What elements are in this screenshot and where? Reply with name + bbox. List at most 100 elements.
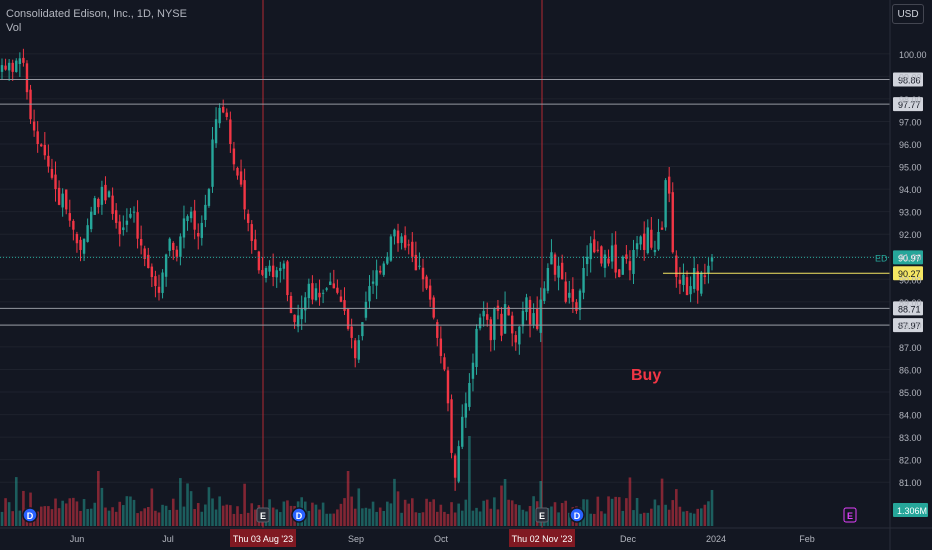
candle-body — [618, 269, 621, 278]
candle-body — [703, 275, 707, 278]
time-tick-label: 2024 — [706, 534, 726, 544]
volume-bar — [122, 505, 125, 526]
volume-bar — [368, 508, 371, 526]
volume-bar — [282, 501, 286, 526]
volume-bar — [553, 502, 557, 526]
candle-body — [621, 256, 625, 275]
candle-body — [378, 270, 382, 273]
volume-bar — [493, 497, 496, 526]
candle-body — [457, 446, 460, 482]
candle-body — [560, 262, 564, 280]
candle-body — [25, 63, 29, 93]
volume-bar — [179, 478, 182, 526]
price-tick-label: 93.00 — [899, 208, 922, 218]
candle-body — [660, 227, 664, 230]
time-tick-label: Dec — [620, 534, 637, 544]
candle-body — [475, 328, 478, 368]
candle-body — [250, 224, 253, 241]
time-marker-label: Thu 03 Aug '23 — [233, 534, 293, 544]
candle-body — [689, 286, 692, 295]
volume-bar — [471, 510, 475, 526]
candle-body — [264, 268, 268, 278]
candle-body — [304, 297, 307, 311]
volume-bar — [104, 507, 107, 526]
volume-bar — [699, 508, 703, 526]
volume-bar — [667, 509, 671, 526]
time-tick-label: Feb — [799, 534, 815, 544]
volume-bar — [218, 496, 221, 526]
candle-body — [368, 286, 371, 302]
candle-body — [657, 231, 660, 250]
price-tag-label: 88.71 — [898, 304, 921, 314]
volume-bar — [457, 503, 460, 526]
time-tick-label: Jun — [70, 534, 85, 544]
candle-body — [710, 257, 714, 262]
volume-bars — [0, 436, 714, 526]
candle-body — [585, 256, 589, 265]
candle-body — [154, 276, 157, 287]
volume-bar — [111, 507, 114, 526]
candle-body — [7, 62, 11, 71]
volume-bar — [239, 513, 243, 526]
earnings-marker — [535, 507, 549, 523]
candle-body — [678, 279, 682, 284]
volume-bar — [532, 496, 535, 526]
candle-body — [321, 292, 325, 294]
volume-bar — [628, 477, 632, 526]
time-axis[interactable]: Jun Jul Thu 03 Aug '23 Sep Oct Thu 02 Nov '23… — [0, 527, 932, 547]
price-tick-label: 97.00 — [899, 117, 922, 127]
candle-body — [414, 254, 418, 271]
volume-bar — [453, 512, 457, 526]
price-tick-label: 92.00 — [899, 230, 922, 240]
candle-body — [168, 238, 171, 251]
volume-bar — [57, 508, 61, 526]
price-tag-label: 97.77 — [898, 100, 921, 110]
volume-bar — [411, 498, 414, 526]
candle-body — [578, 290, 582, 310]
candle-body — [428, 285, 432, 300]
candle-body — [432, 297, 435, 318]
volume-bar — [600, 511, 603, 526]
volume-bar — [353, 508, 357, 526]
volume-bar — [332, 513, 336, 526]
volume-bar — [596, 496, 600, 526]
volume-bar — [72, 497, 75, 526]
candle-body — [325, 288, 328, 290]
volume-bar — [64, 503, 68, 526]
horizontal-levels[interactable]: 98.86 97.77 ED 90.97 90.27 88.71 87.97 1.306M — [0, 72, 928, 517]
candle-body — [207, 189, 211, 206]
volume-bar — [196, 503, 200, 526]
candle-body — [197, 233, 200, 237]
candle-body — [336, 287, 339, 293]
volume-bar — [696, 508, 700, 526]
volume-bar — [4, 498, 7, 526]
volume-bar — [328, 513, 332, 526]
volume-bar — [50, 509, 54, 526]
volume-bar — [168, 509, 171, 526]
candle-body — [193, 210, 196, 230]
candle-body — [707, 265, 710, 274]
volume-bar — [675, 489, 678, 526]
currency-button[interactable]: USD — [892, 4, 924, 24]
candle-body — [607, 258, 610, 264]
volume-bar — [232, 513, 236, 526]
volume-bar — [336, 509, 339, 526]
volume-bar — [525, 511, 528, 526]
candle-body — [0, 65, 4, 72]
volume-bar — [650, 508, 653, 526]
candle-body — [639, 236, 642, 245]
price-axis[interactable]: 100.00 99.00 98.00 97.00 96.00 95.00 94.00 93.0… — [889, 0, 927, 550]
candle-body — [43, 144, 47, 156]
candle-body — [161, 272, 164, 293]
volume-bar — [685, 510, 689, 526]
volume-bar — [421, 512, 425, 526]
volume-bar — [154, 510, 157, 526]
price-tag-label: 87.97 — [898, 321, 921, 331]
volume-bar — [175, 509, 179, 526]
event-vertical-lines — [262, 0, 543, 528]
candle-body — [257, 251, 261, 271]
volume-bar — [236, 506, 239, 526]
candle-body — [493, 308, 496, 340]
